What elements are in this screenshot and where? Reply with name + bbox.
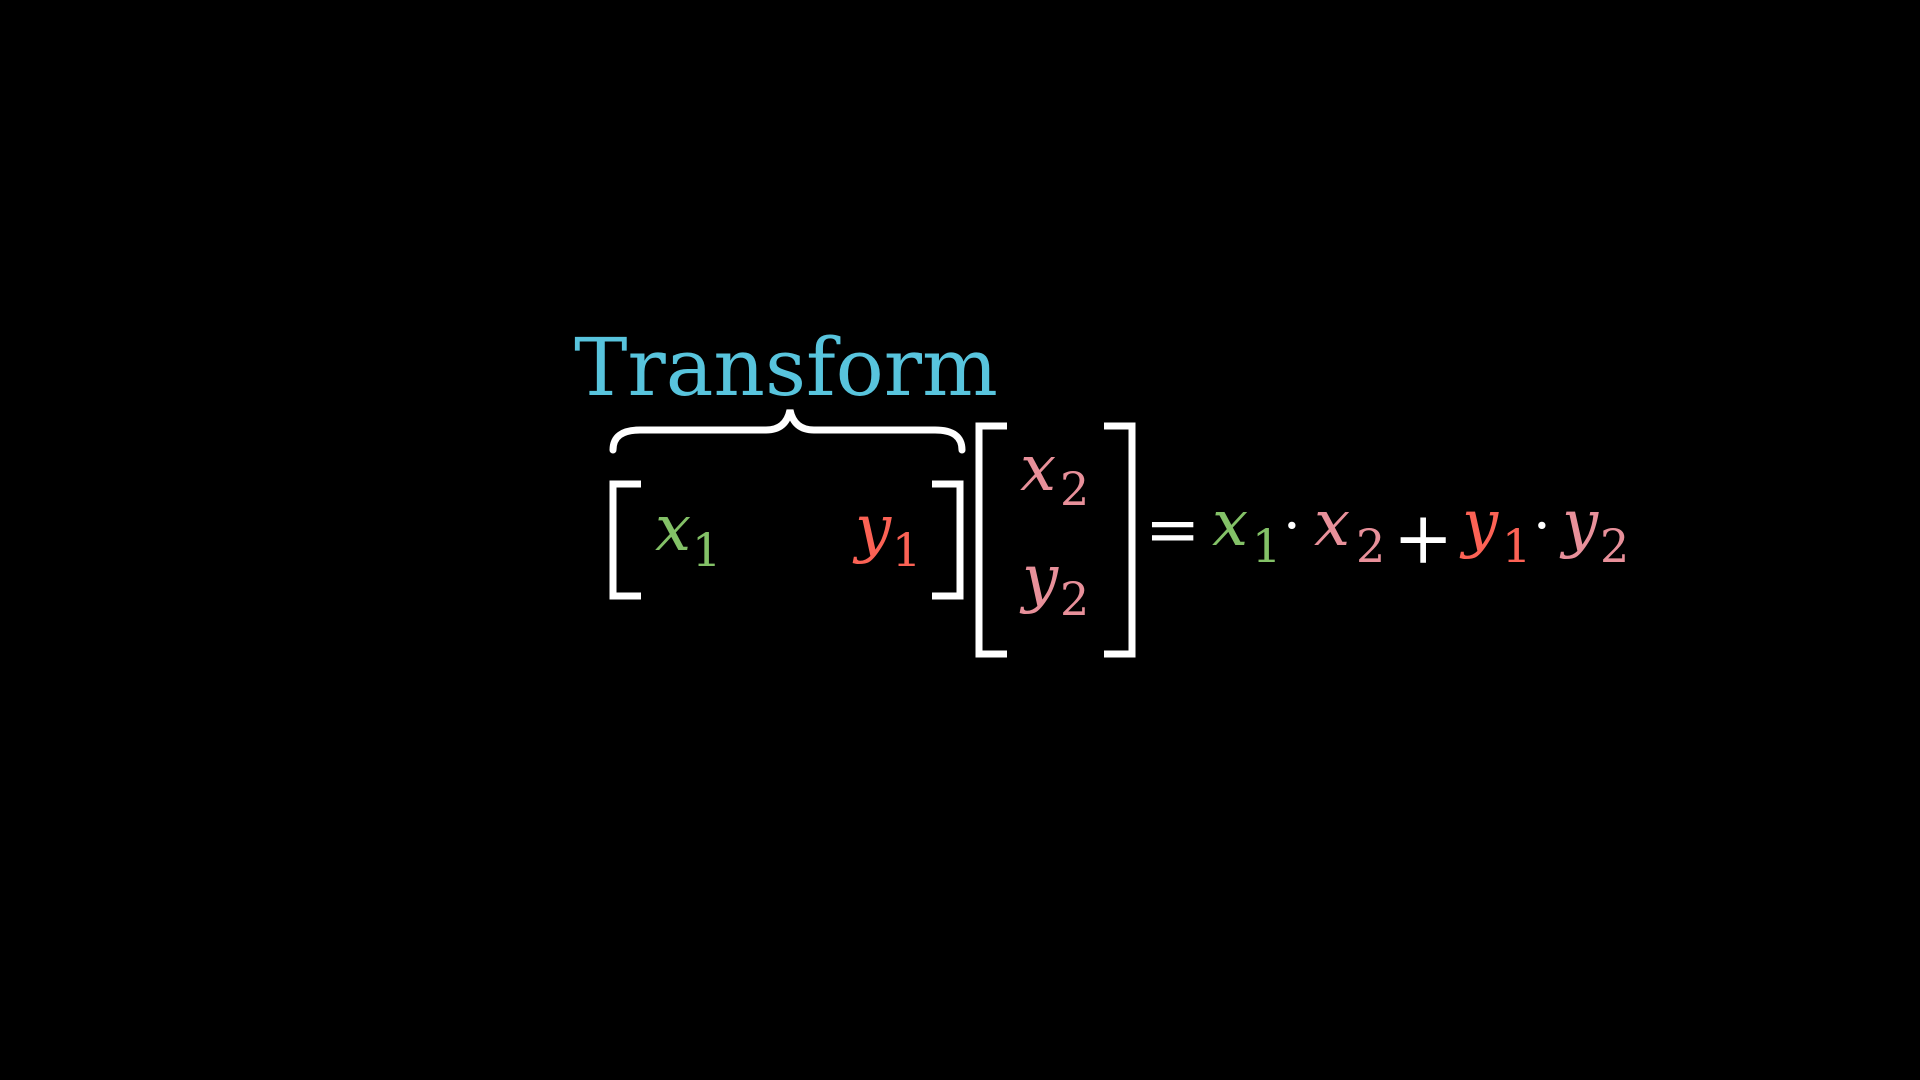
row-entry-y1-var: y — [852, 492, 892, 566]
column-vector-left-bracket — [975, 422, 1007, 658]
overbrace — [609, 409, 966, 454]
result-term-y1: y 1 — [1459, 487, 1531, 573]
result-term-x1: x 1 — [1212, 487, 1281, 573]
result-term-y2-var: y — [1559, 487, 1599, 561]
result-term-y1-sub: 1 — [1502, 519, 1531, 573]
result-term-x1-sub: 1 — [1252, 519, 1281, 573]
result-term-y2-sub: 2 — [1600, 519, 1629, 573]
column-entry-x2-var: x — [1020, 432, 1056, 506]
result-term-x2-var: x — [1314, 487, 1350, 561]
row-vector-left-bracket — [609, 480, 641, 600]
result-term-x1-var: x — [1212, 487, 1248, 561]
column-entry-x2: x 2 — [1020, 432, 1089, 516]
transform-label: Transform — [574, 321, 998, 414]
result-term-y1-var: y — [1459, 487, 1499, 561]
result-term-x2-sub: 2 — [1356, 519, 1385, 573]
row-entry-x1: x 1 — [655, 492, 721, 577]
column-entry-y2: y 2 — [1019, 542, 1089, 626]
result-term-y2: y 2 — [1559, 487, 1629, 573]
row-entry-x1-sub: 1 — [692, 523, 721, 577]
result-term-x2: x 2 — [1314, 487, 1385, 573]
row-vector-right-bracket — [932, 480, 964, 600]
column-entry-y2-var: y — [1019, 542, 1059, 616]
column-vector-right-bracket — [1104, 422, 1136, 658]
row-entry-y1-sub: 1 — [892, 523, 921, 577]
row-entry-x1-var: x — [655, 492, 691, 566]
plus-operator: + — [1393, 496, 1453, 580]
row-entry-y1: y 1 — [852, 492, 921, 577]
dot-operator-1: · — [1283, 494, 1301, 559]
equals-sign: = — [1145, 491, 1200, 568]
column-entry-y2-sub: 2 — [1060, 572, 1089, 626]
column-entry-x2-sub: 2 — [1060, 462, 1089, 516]
dot-operator-2: · — [1533, 494, 1551, 559]
